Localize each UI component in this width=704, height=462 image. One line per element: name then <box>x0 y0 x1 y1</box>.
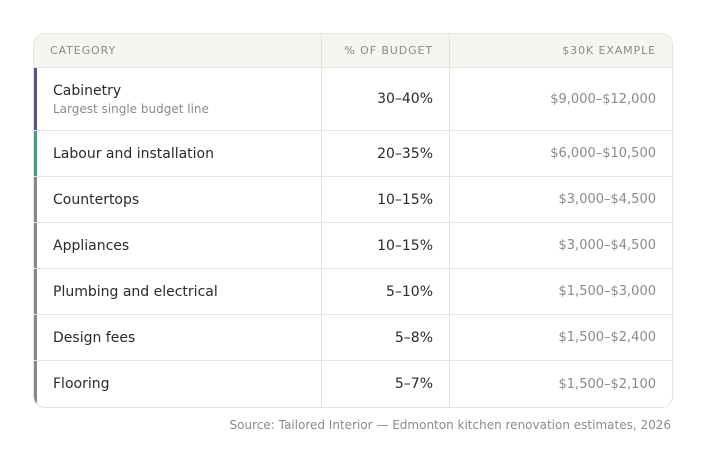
table-row: Design fees 5–8% $1,500–$2,400 <box>34 315 672 361</box>
row-category: Flooring <box>53 376 110 392</box>
row-category-cell: Flooring <box>34 361 322 407</box>
row-category: Labour and installation <box>53 145 214 162</box>
header-example: $30K EXAMPLE <box>562 44 656 57</box>
row-percent: 5–8% <box>394 329 433 346</box>
row-percent: 30–40% <box>377 91 433 107</box>
row-percent: 20–35% <box>377 145 433 162</box>
row-example-cell: $1,500–$2,400 <box>450 315 672 360</box>
table-row: Labour and installation 20–35% $6,000–$1… <box>34 131 672 177</box>
table-row: Countertops 10–15% $3,000–$4,500 <box>34 177 672 223</box>
budget-table: CATEGORY % OF BUDGET $30K EXAMPLE Cabine… <box>33 33 673 408</box>
row-example-cell: $9,000–$12,000 <box>450 68 672 130</box>
row-example: $1,500–$2,100 <box>558 376 656 392</box>
row-category: Appliances <box>53 237 130 254</box>
row-example-cell: $6,000–$10,500 <box>450 131 672 176</box>
row-percent-cell: 10–15% <box>322 223 450 268</box>
row-percent: 10–15% <box>377 191 433 208</box>
row-example: $3,000–$4,500 <box>558 192 656 207</box>
header-percent: % OF BUDGET <box>322 34 450 67</box>
row-example-cell: $3,000–$4,500 <box>450 223 672 268</box>
row-category-cell: Labour and installation <box>34 131 322 176</box>
row-example: $3,000–$4,500 <box>558 238 656 253</box>
table-header: CATEGORY % OF BUDGET $30K EXAMPLE <box>34 34 672 68</box>
row-note: Largest single budget line <box>53 101 209 116</box>
budget-table-container: CATEGORY % OF BUDGET $30K EXAMPLE Cabine… <box>33 33 673 432</box>
row-example-cell: $1,500–$3,000 <box>450 269 672 314</box>
row-accent-bar <box>34 177 37 222</box>
row-percent-cell: 5–10% <box>322 269 450 314</box>
table-row: Flooring 5–7% $1,500–$2,100 <box>34 361 672 407</box>
row-accent-bar <box>34 269 37 314</box>
row-example: $6,000–$10,500 <box>550 146 656 161</box>
row-percent: 5–10% <box>385 283 433 300</box>
row-example: $1,500–$3,000 <box>558 284 656 299</box>
row-accent-bar <box>34 131 37 176</box>
row-percent-cell: 10–15% <box>322 177 450 222</box>
table-row: Plumbing and electrical 5–10% $1,500–$3,… <box>34 269 672 315</box>
table-row: Appliances 10–15% $3,000–$4,500 <box>34 223 672 269</box>
row-accent-bar <box>34 361 37 407</box>
table-row: Cabinetry Largest single budget line 30–… <box>34 68 672 131</box>
source-note: Source: Tailored Interior — Edmonton kit… <box>229 418 671 432</box>
row-example: $1,500–$2,400 <box>558 330 656 345</box>
row-category-cell: Design fees <box>34 315 322 360</box>
row-example: $9,000–$12,000 <box>550 91 656 107</box>
row-percent-cell: 5–7% <box>322 361 450 407</box>
row-percent: 5–7% <box>394 376 433 392</box>
row-percent-cell: 30–40% <box>322 68 450 130</box>
row-accent-bar <box>34 68 37 130</box>
row-category-cell: Appliances <box>34 223 322 268</box>
row-category-cell: Plumbing and electrical <box>34 269 322 314</box>
row-accent-bar <box>34 223 37 268</box>
row-category: Plumbing and electrical <box>53 283 218 300</box>
row-category-cell: Cabinetry Largest single budget line <box>34 68 322 130</box>
row-percent-cell: 5–8% <box>322 315 450 360</box>
row-example-cell: $3,000–$4,500 <box>450 177 672 222</box>
row-percent: 10–15% <box>377 237 433 254</box>
row-accent-bar <box>34 315 37 360</box>
row-category: Design fees <box>53 329 136 346</box>
header-category: CATEGORY <box>34 34 322 67</box>
row-category: Cabinetry <box>53 82 122 99</box>
row-category-cell: Countertops <box>34 177 322 222</box>
row-example-cell: $1,500–$2,100 <box>450 361 672 407</box>
row-percent-cell: 20–35% <box>322 131 450 176</box>
row-category: Countertops <box>53 191 140 208</box>
